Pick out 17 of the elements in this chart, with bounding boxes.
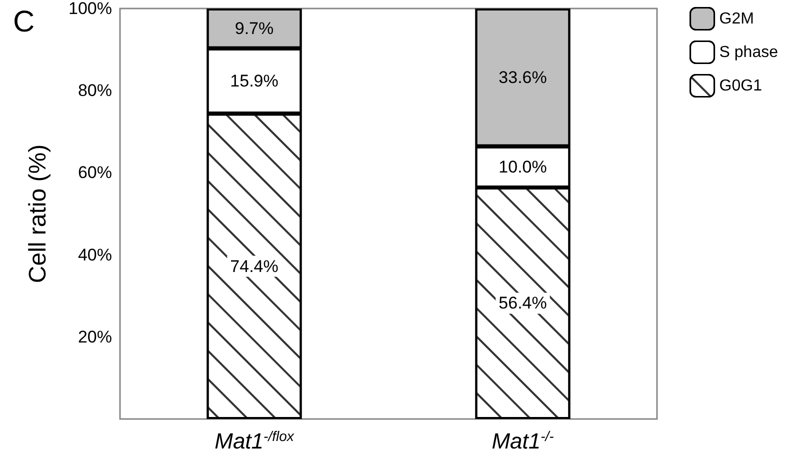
y-tick-label: 80%: [78, 81, 112, 100]
data-label: 10.0%: [498, 157, 547, 176]
data-label: 15.9%: [230, 71, 278, 90]
legend-label: G0G1: [719, 77, 762, 94]
y-axis-title: Cell ratio (%): [24, 144, 52, 284]
y-tick-label: 60%: [78, 163, 112, 182]
legend-label: S phase: [719, 44, 778, 61]
legend-label: G2M: [719, 10, 754, 28]
y-tick-label: 100%: [68, 0, 112, 18]
data-label: 33.6%: [498, 68, 547, 87]
y-tick-label: 20%: [78, 327, 112, 346]
data-label: 9.7%: [234, 18, 274, 38]
data-label: 56.4%: [498, 294, 547, 313]
chart-title: C: [13, 6, 35, 38]
x-tick-label: Mat1-/-: [492, 428, 554, 454]
y-tick-label: 40%: [78, 245, 112, 264]
data-label: 74.4%: [230, 256, 278, 276]
